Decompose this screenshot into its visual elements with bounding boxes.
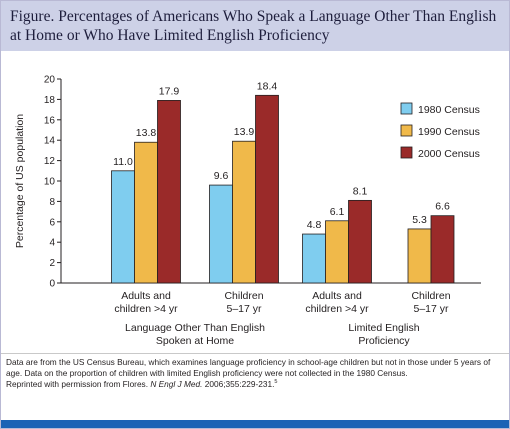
category-label: 5–17 yr <box>226 303 262 315</box>
title-box: Figure. Percentages of Americans Who Spe… <box>1 1 509 51</box>
credit-line: Reprinted with permission from Flores. N… <box>6 379 502 390</box>
data-label: 9.6 <box>214 170 229 182</box>
legend-swatch <box>400 102 413 115</box>
category-label: Adults and <box>312 290 362 302</box>
y-tick-label: 2 <box>49 258 55 269</box>
bar <box>325 220 349 284</box>
legend-label: 1990 Census <box>418 126 480 138</box>
legend-label: 1980 Census <box>418 104 480 116</box>
bar <box>232 140 256 284</box>
category-label: Children <box>224 290 263 302</box>
data-label: 18.4 <box>257 80 278 92</box>
category-label: children >4 yr <box>114 303 178 315</box>
category-label: children >4 yr <box>305 303 369 315</box>
y-tick-label: 12 <box>44 156 56 167</box>
y-tick-label: 6 <box>49 217 55 228</box>
divider <box>1 353 509 354</box>
data-label: 6.1 <box>330 206 345 218</box>
y-tick-label: 14 <box>44 136 56 147</box>
chart-area: 0 2 4 6 8 10 12 14 16 18 20 Percentage of US popula… <box>1 53 509 353</box>
bar-chart: 0 2 4 6 8 10 12 14 16 18 20 Percentage of US popula… <box>14 75 481 347</box>
y-tick-label: 0 <box>49 279 55 290</box>
bar <box>134 141 158 284</box>
data-label: 13.8 <box>136 127 157 139</box>
data-label: 6.6 <box>435 201 450 213</box>
y-axis-label: Percentage of US population <box>14 114 26 248</box>
y-tick-label: 16 <box>44 115 56 126</box>
group-label: Limited English <box>348 322 419 334</box>
data-label: 11.0 <box>113 156 133 168</box>
legend-swatch <box>400 124 413 137</box>
credit-ref: 5 <box>274 379 278 386</box>
y-tick-label: 4 <box>49 238 55 249</box>
data-label: 5.3 <box>412 214 427 226</box>
bar <box>302 233 326 284</box>
bar <box>255 94 279 284</box>
y-tick-label: 8 <box>49 197 55 208</box>
figure-title: Figure. Percentages of Americans Who Spe… <box>10 8 497 44</box>
y-tick-label: 20 <box>44 75 56 86</box>
legend-label: 2000 Census <box>418 148 480 160</box>
credit-prefix: Reprinted with permission from Flores. <box>6 379 151 389</box>
group-label: Proficiency <box>358 335 410 347</box>
bar <box>348 199 372 284</box>
category-label: Adults and <box>121 290 171 302</box>
y-tick-label: 10 <box>44 177 56 188</box>
credit-citation: 2006;355:229-231. <box>202 379 275 389</box>
source-note: Data are from the US Census Bureau, whic… <box>6 357 491 378</box>
data-label: 8.1 <box>353 185 368 197</box>
bottom-bar <box>1 420 509 428</box>
y-tick-label: 18 <box>44 95 56 106</box>
data-label: 13.9 <box>234 126 255 138</box>
legend-swatch <box>400 146 413 159</box>
group-label: Language Other Than English <box>125 322 265 334</box>
credit-journal: N Engl J Med. <box>150 379 203 389</box>
bar <box>157 100 181 284</box>
bar <box>430 215 455 284</box>
bar <box>111 170 135 284</box>
group-label: Spoken at Home <box>156 335 234 347</box>
bar <box>209 184 233 284</box>
category-label: Children <box>411 290 450 302</box>
data-label: 17.9 <box>159 85 180 97</box>
data-label: 4.8 <box>307 219 322 231</box>
category-label: 5–17 yr <box>413 303 449 315</box>
figure-note: Data are from the US Census Bureau, whic… <box>6 357 502 390</box>
bar <box>407 228 432 284</box>
